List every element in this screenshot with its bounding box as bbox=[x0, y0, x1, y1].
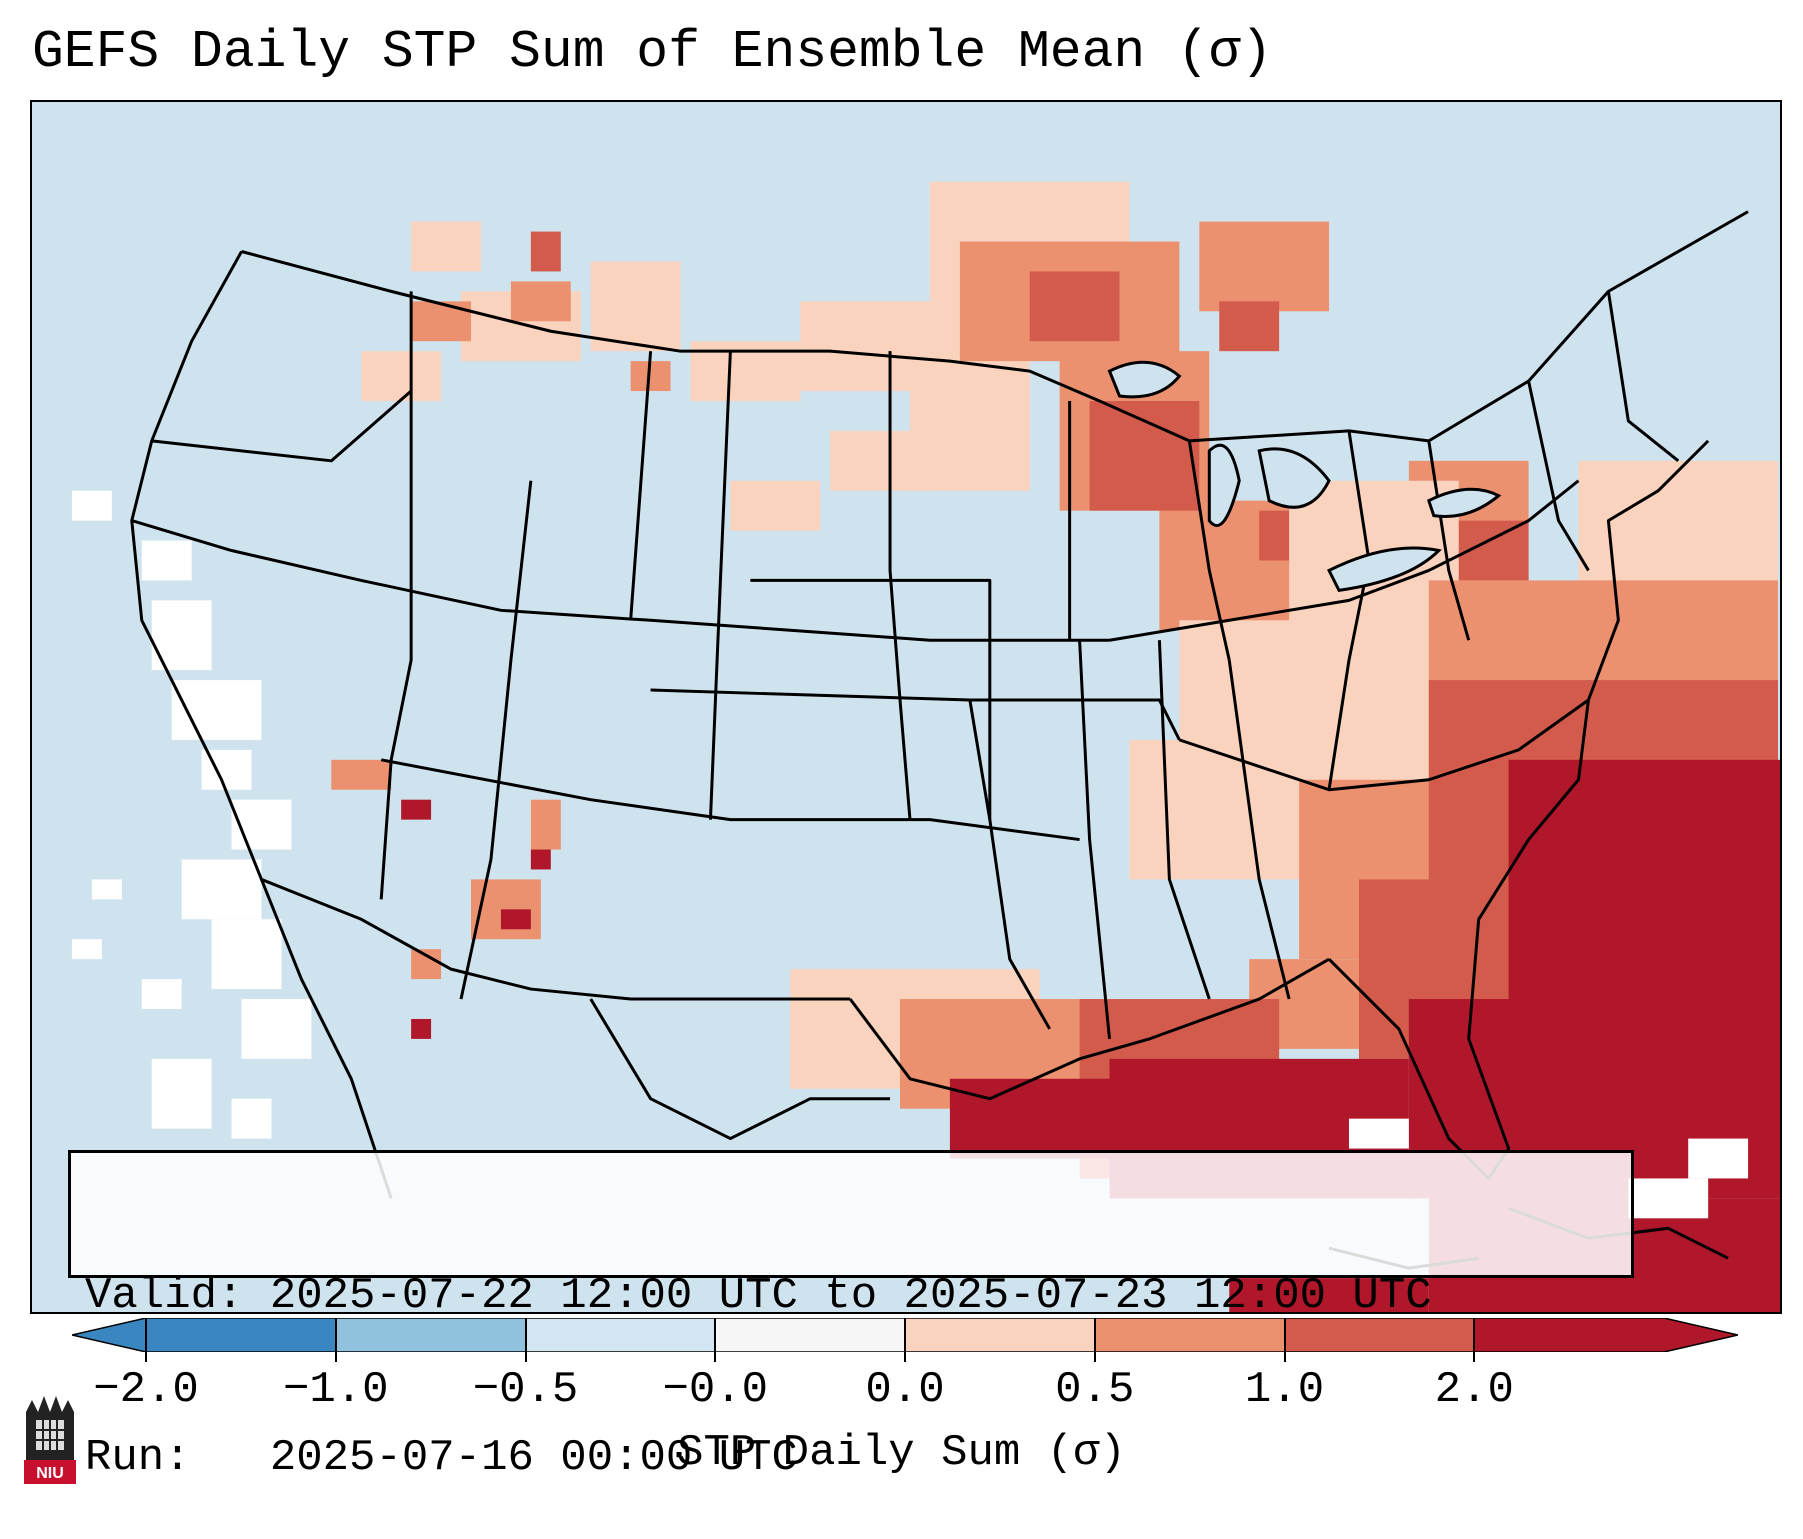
caribbean-neutral bbox=[1348, 1118, 1749, 1219]
colorbar-tick-label: −2.0 bbox=[93, 1365, 199, 1415]
colorbar-segment bbox=[1474, 1318, 1665, 1352]
logo-banner bbox=[24, 1460, 76, 1484]
logo-text: NIU bbox=[36, 1465, 64, 1482]
colorbar-tick-mark bbox=[904, 1318, 906, 1362]
colorbar-segment bbox=[525, 1318, 716, 1352]
colorbar-segment bbox=[146, 1318, 337, 1352]
colorbar-tick-mark bbox=[714, 1318, 717, 1362]
great-lakes-strong-patches bbox=[530, 231, 1529, 581]
southwest-max-patches bbox=[401, 799, 551, 1039]
colorbar-tick-mark bbox=[145, 1318, 147, 1362]
colorbar-label: STP Daily Sum (σ) bbox=[677, 1428, 1126, 1478]
colorbar-tick-mark bbox=[334, 1318, 337, 1362]
colorbar-tick-mark bbox=[524, 1318, 527, 1362]
valid-value: 2025-07-22 12:00 UTC to 2025-07-23 12:00… bbox=[269, 1271, 1432, 1321]
colorbar-tick-label: 0.5 bbox=[1055, 1365, 1135, 1415]
colorbar-left-extension bbox=[72, 1318, 146, 1352]
colorbar-right-extension bbox=[1664, 1318, 1738, 1352]
colorbar-tick-mark bbox=[1473, 1318, 1476, 1362]
map-panel bbox=[30, 100, 1782, 1314]
colorbar-tick-mark bbox=[1283, 1318, 1286, 1362]
chart-title: GEFS Daily STP Sum of Ensemble Mean (σ) bbox=[32, 22, 1273, 82]
colorbar-segment bbox=[1284, 1318, 1475, 1352]
niu-logo: NIU bbox=[24, 1396, 76, 1484]
colorbar bbox=[72, 1318, 1738, 1352]
boundaries bbox=[130, 210, 1749, 1270]
run-row: Run: 2025-07-16 00:00 UTC bbox=[85, 1431, 1617, 1485]
great-lakes bbox=[1107, 360, 1502, 593]
valid-row: Valid: 2025-07-22 12:00 UTC to 2025-07-2… bbox=[85, 1269, 1617, 1323]
colorbar-tick-label: −0.0 bbox=[662, 1365, 769, 1415]
colorbar-tick-label: −0.5 bbox=[472, 1365, 579, 1415]
colorbar-tick-label: 2.0 bbox=[1434, 1365, 1514, 1415]
valid-label: Valid: bbox=[85, 1271, 244, 1321]
colorbar-tick-mark bbox=[1093, 1318, 1096, 1362]
valid-run-info-box: Valid: 2025-07-22 12:00 UTC to 2025-07-2… bbox=[68, 1150, 1634, 1483]
colorbar-segment bbox=[1094, 1318, 1285, 1352]
map-svg bbox=[32, 102, 1780, 1312]
colorbar-tick-label: 1.0 bbox=[1244, 1365, 1325, 1415]
colorbar-tick-label: −1.0 bbox=[282, 1365, 389, 1415]
colorbar-segment bbox=[335, 1318, 526, 1352]
colorbar-segment bbox=[905, 1318, 1096, 1352]
run-value: 2025-07-16 00:00 UTC bbox=[269, 1433, 798, 1483]
run-label: Run: bbox=[85, 1433, 191, 1483]
colorbar-tick-label: 0.0 bbox=[865, 1365, 945, 1415]
colorbar-segment bbox=[715, 1318, 906, 1352]
colorbar-segments bbox=[146, 1318, 1665, 1352]
